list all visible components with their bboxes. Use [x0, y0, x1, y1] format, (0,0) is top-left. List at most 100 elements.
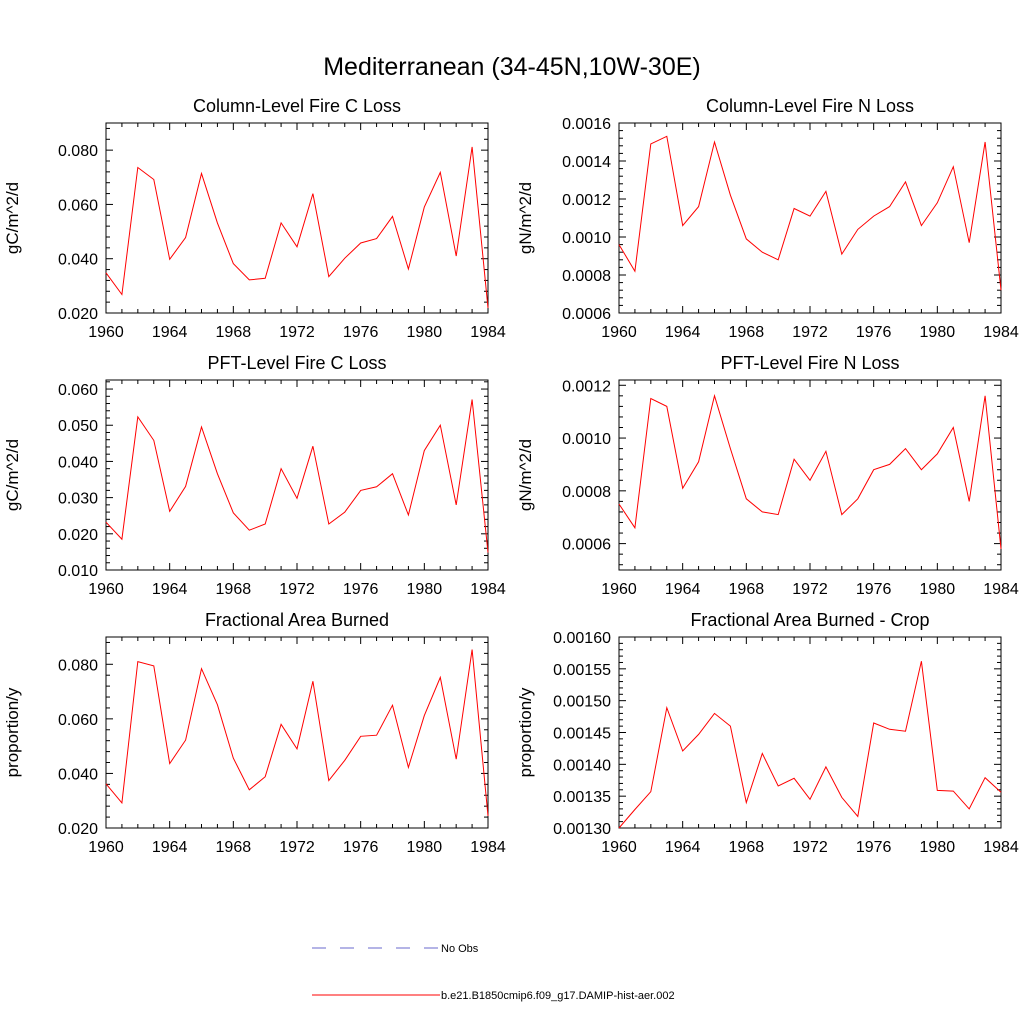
x-tick-label: 1972	[792, 324, 828, 341]
x-tick-label: 1972	[792, 581, 828, 598]
x-tick-label: 1980	[920, 839, 956, 856]
x-tick-label: 1964	[665, 581, 701, 598]
y-axis-label: gN/m^2/d	[516, 182, 535, 254]
x-tick-label: 1984	[983, 324, 1019, 341]
panel-title: PFT-Level Fire C Loss	[207, 353, 386, 373]
x-tick-label: 1964	[152, 839, 188, 856]
y-tick-label: 0.060	[58, 197, 98, 214]
panel-title: Column-Level Fire N Loss	[706, 96, 914, 116]
legend-model-label: b.e21.B1850cmip6.f09_g17.DAMIP-hist-aer.…	[441, 990, 675, 1002]
x-tick-label: 1968	[216, 324, 252, 341]
panel-title: Column-Level Fire C Loss	[193, 96, 401, 116]
x-tick-label: 1984	[470, 581, 506, 598]
x-tick-label: 1980	[407, 581, 443, 598]
plot-frame	[105, 122, 489, 314]
series-line	[105, 399, 489, 553]
y-tick-label: 0.0016	[562, 116, 611, 133]
plot-frame	[618, 122, 1002, 314]
x-tick-label: 1972	[792, 839, 828, 856]
y-tick-label: 0.00135	[553, 789, 611, 806]
x-tick-label: 1976	[856, 581, 892, 598]
x-tick-label: 1960	[601, 324, 637, 341]
y-tick-label: 0.0006	[562, 537, 611, 554]
plot-frame	[105, 636, 489, 829]
x-tick-label: 1980	[407, 324, 443, 341]
x-tick-label: 1972	[279, 324, 315, 341]
x-tick-label: 1960	[601, 839, 637, 856]
y-tick-label: 0.020	[58, 306, 98, 323]
y-tick-label: 0.0010	[562, 431, 611, 448]
plot-frame	[618, 379, 1002, 571]
series-line	[618, 135, 1002, 291]
chart-panel-3: 1960 1964 1968 1972 1976 1980 1984 0.010 0.020 0.…	[3, 353, 506, 598]
chart-panel-2: 1960 1964 1968 1972 1976 1980 1984 0.0006 0.0008…	[516, 96, 1019, 341]
x-tick-label: 1964	[665, 324, 701, 341]
y-axis-label: gC/m^2/d	[3, 182, 22, 254]
y-tick-label: 0.020	[58, 821, 98, 838]
x-tick-label: 1980	[920, 581, 956, 598]
series-line	[105, 649, 489, 817]
y-tick-label: 0.00150	[553, 694, 611, 711]
y-tick-label: 0.00140	[553, 757, 611, 774]
y-axis-label: proportion/y	[516, 687, 535, 777]
x-tick-label: 1960	[88, 839, 124, 856]
x-tick-label: 1968	[216, 581, 252, 598]
chart-panel-4: 1960 1964 1968 1972 1976 1980 1984 0.0006 0.0008…	[516, 353, 1019, 598]
legend: No Obs b.e21.B1850cmip6.f09_g17.DAMIP-hi…	[312, 943, 675, 1002]
x-tick-label: 1976	[343, 839, 379, 856]
chart-panel-6: 1960 1964 1968 1972 1976 1980 1984 0.00130 0.001…	[516, 610, 1019, 856]
x-tick-label: 1972	[279, 581, 315, 598]
x-tick-label: 1960	[88, 324, 124, 341]
series-line	[618, 661, 1002, 829]
y-tick-label: 0.0014	[562, 154, 611, 171]
y-tick-label: 0.030	[58, 491, 98, 508]
series-line	[618, 393, 1002, 549]
x-tick-label: 1964	[665, 839, 701, 856]
x-tick-label: 1976	[856, 324, 892, 341]
x-tick-label: 1960	[88, 581, 124, 598]
y-tick-label: 0.010	[58, 563, 98, 580]
y-tick-label: 0.0012	[562, 378, 611, 395]
panel-title: PFT-Level Fire N Loss	[720, 353, 899, 373]
x-tick-label: 1968	[729, 839, 765, 856]
x-tick-label: 1972	[279, 839, 315, 856]
y-tick-label: 0.080	[58, 657, 98, 674]
x-tick-label: 1960	[601, 581, 637, 598]
plot-frame	[105, 379, 489, 571]
x-tick-label: 1964	[152, 581, 188, 598]
y-tick-label: 0.040	[58, 766, 98, 783]
y-tick-label: 0.0006	[562, 306, 611, 323]
x-tick-label: 1980	[407, 839, 443, 856]
x-tick-label: 1984	[983, 581, 1019, 598]
y-tick-label: 0.0010	[562, 230, 611, 247]
x-tick-label: 1968	[216, 839, 252, 856]
x-tick-label: 1968	[729, 324, 765, 341]
x-tick-label: 1968	[729, 581, 765, 598]
figure-title: Mediterranean (34-45N,10W-30E)	[323, 53, 701, 81]
chart-panels: 1960 1964 1968 1972 1976 1980 1984 0.020 0.040 0.…	[3, 96, 1019, 856]
y-tick-label: 0.0008	[562, 484, 611, 501]
y-tick-label: 0.060	[58, 712, 98, 729]
y-tick-label: 0.050	[58, 418, 98, 435]
panel-title: Fractional Area Burned	[205, 610, 389, 630]
y-tick-label: 0.00145	[553, 726, 611, 743]
y-tick-label: 0.0012	[562, 192, 611, 209]
y-axis-label: gN/m^2/d	[516, 439, 535, 511]
chart-panel-5: 1960 1964 1968 1972 1976 1980 1984 0.020 0.040 0.…	[3, 610, 506, 856]
x-tick-label: 1980	[920, 324, 956, 341]
series-line	[105, 146, 489, 309]
y-axis-label: proportion/y	[3, 687, 22, 777]
x-tick-label: 1964	[152, 324, 188, 341]
panel-title: Fractional Area Burned - Crop	[690, 610, 929, 630]
y-tick-label: 0.040	[58, 252, 98, 269]
x-tick-label: 1976	[343, 324, 379, 341]
y-tick-label: 0.00130	[553, 821, 611, 838]
y-axis-label: gC/m^2/d	[3, 439, 22, 511]
x-tick-label: 1984	[470, 324, 506, 341]
y-tick-label: 0.080	[58, 143, 98, 160]
chart-panel-1: 1960 1964 1968 1972 1976 1980 1984 0.020 0.040 0.…	[3, 96, 506, 341]
y-tick-label: 0.0008	[562, 268, 611, 285]
legend-obs-label: No Obs	[441, 943, 479, 955]
y-tick-label: 0.00155	[553, 662, 611, 679]
